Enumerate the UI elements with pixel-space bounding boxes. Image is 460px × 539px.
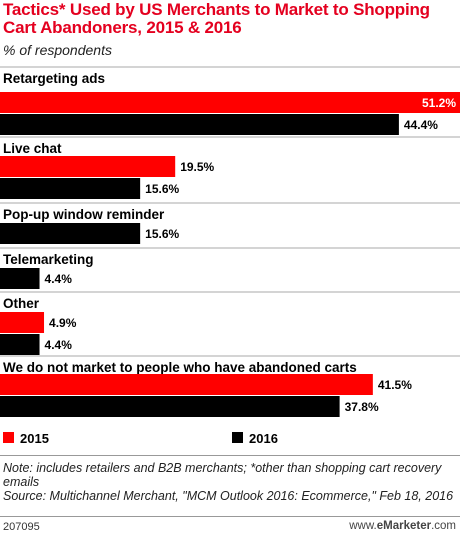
data-label-2015: 19.5% bbox=[180, 160, 214, 174]
brand-suffix: .com bbox=[431, 520, 456, 532]
data-label-2016: 4.4% bbox=[45, 272, 73, 286]
legend-swatch bbox=[3, 432, 14, 443]
bar-2016 bbox=[0, 334, 40, 355]
data-label-2016: 15.6% bbox=[145, 182, 179, 196]
bar-2016 bbox=[0, 268, 40, 289]
bar-group: We do not market to people who have aban… bbox=[0, 355, 460, 417]
brand-prefix: www. bbox=[349, 520, 377, 532]
chart-id: 207095 bbox=[3, 521, 40, 533]
bar-2016 bbox=[0, 223, 141, 244]
footer-divider bbox=[0, 455, 460, 456]
data-label-2016: 37.8% bbox=[345, 400, 379, 414]
bar-2016 bbox=[0, 114, 399, 135]
bar-2015 bbox=[0, 312, 45, 333]
data-label-2016: 44.4% bbox=[404, 118, 438, 132]
legend-item-2016: 2016 bbox=[232, 431, 278, 446]
category-label: Other bbox=[3, 296, 40, 311]
category-label: Pop-up window reminder bbox=[3, 207, 165, 222]
category-label: Telemarketing bbox=[3, 252, 94, 267]
bar-group: Retargeting ads 51.2% 44.4% bbox=[0, 66, 460, 135]
category-label: Live chat bbox=[3, 141, 62, 156]
data-label-2015: 51.2% bbox=[422, 96, 456, 110]
chart-title: Tactics* Used by US Merchants to Market … bbox=[3, 0, 430, 37]
legend-label: 2015 bbox=[20, 431, 49, 446]
category-label: We do not market to people who have aban… bbox=[3, 360, 357, 375]
source-text: Source: Multichannel Merchant, "MCM Outl… bbox=[3, 489, 454, 503]
bar-2016 bbox=[0, 396, 340, 417]
data-label-2016: 15.6% bbox=[145, 227, 179, 241]
note-text: Note: includes retailers and B2B merchan… bbox=[3, 461, 442, 489]
bar-group: Pop-up window reminder 15.6% bbox=[0, 202, 460, 244]
data-label-2015: 4.9% bbox=[49, 316, 77, 330]
bar-2015 bbox=[0, 92, 460, 113]
bar-2016 bbox=[0, 178, 141, 199]
chart-subtitle: % of respondents bbox=[3, 42, 112, 58]
bar-2015 bbox=[0, 374, 373, 395]
category-label: Retargeting ads bbox=[3, 71, 105, 86]
bar-group: Live chat 19.5%15.6% bbox=[0, 136, 460, 199]
brand-name: eMarketer bbox=[376, 520, 432, 532]
legend-item-2015: 2015 bbox=[3, 431, 49, 446]
data-label-2015: 41.5% bbox=[378, 378, 412, 392]
legend-swatch bbox=[232, 432, 243, 443]
brand-logo: www.eMarketer.com bbox=[349, 520, 456, 532]
bar-group: Other 4.9% 4.4% bbox=[0, 291, 460, 355]
bar-group: Telemarketing 4.4% bbox=[0, 247, 460, 289]
bar-2015 bbox=[0, 156, 176, 177]
footer-note: Note: includes retailers and B2B merchan… bbox=[3, 461, 458, 503]
legend-label: 2016 bbox=[249, 431, 278, 446]
data-label-2016: 4.4% bbox=[45, 338, 73, 352]
footer-bottom-divider bbox=[0, 516, 460, 517]
